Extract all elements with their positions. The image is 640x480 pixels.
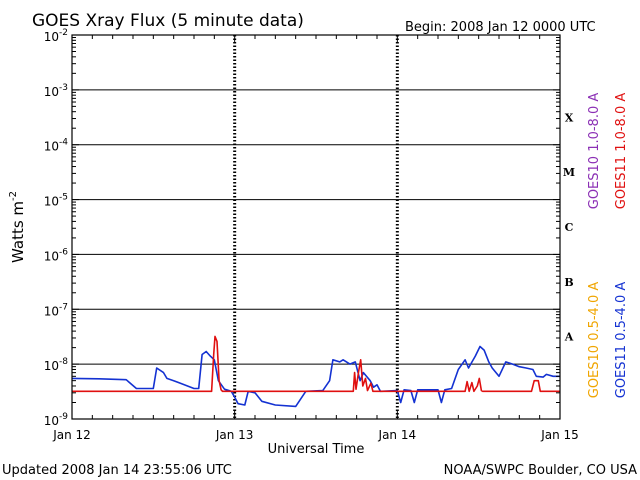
flare-class-c: C: [565, 221, 574, 234]
y-tick-label: 10-3: [44, 83, 68, 99]
chart-title: GOES Xray Flux (5 minute data): [32, 11, 304, 31]
y-tick-label: 10-2: [44, 28, 68, 44]
x-axis-label: Universal Time: [268, 442, 365, 457]
series-goes11-1-0-8-0-a: [72, 335, 560, 393]
y-tick-label: 10-8: [44, 357, 69, 373]
flare-class-b: B: [564, 276, 573, 289]
begin-label: Begin: 2008 Jan 12 0000 UTC: [405, 20, 596, 35]
y-tick-base: 10: [44, 195, 59, 209]
flux-series: [71, 335, 560, 408]
legend-entry: GOES10 1.0-8.0 A: [587, 93, 602, 210]
y-tick-label: 10-5: [44, 193, 68, 209]
y-tick-exponent: -7: [59, 302, 68, 312]
y-tick-base: 10: [44, 30, 59, 44]
y-axis-label: Watts m-2: [8, 191, 27, 263]
x-tick-label: Jan 14: [378, 428, 417, 442]
y-tick-exponent: -4: [59, 138, 68, 148]
y-tick-exponent: -8: [59, 357, 68, 367]
flare-class-a: A: [564, 331, 574, 344]
y-tick-base: 10: [44, 85, 59, 99]
y-axis-ticks: 10-210-310-410-510-610-710-810-9: [44, 28, 560, 428]
x-tick-label: Jan 15: [540, 428, 579, 442]
y-tick-base: 10: [44, 140, 59, 154]
y-tick-exponent: -3: [59, 83, 68, 93]
legend-entry: GOES10 0.5-4.0 A: [587, 282, 602, 399]
x-tick-label: Jan 12: [52, 428, 91, 442]
series-goes11-0-5-4-0-a: [71, 345, 560, 408]
x-tick-label: Jan 13: [215, 428, 254, 442]
y-axis-label-exponent: -2: [8, 191, 19, 201]
y-tick-exponent: -6: [59, 247, 68, 257]
y-axis-label-base: Watts m: [9, 201, 27, 263]
y-tick-exponent: -5: [59, 193, 68, 203]
y-tick-base: 10: [44, 414, 59, 428]
legend-entry: GOES11 1.0-8.0 A: [614, 93, 629, 210]
plot-grid: [72, 89, 560, 365]
y-tick-label: 10-7: [44, 302, 68, 318]
flare-class-x: X: [565, 111, 574, 124]
y-tick-base: 10: [44, 359, 59, 373]
y-tick-label: 10-4: [44, 138, 69, 154]
y-tick-label: 10-6: [44, 247, 69, 263]
day-gridlines: [233, 35, 399, 419]
y-tick-base: 10: [44, 304, 59, 318]
source-label: NOAA/SWPC Boulder, CO USA: [444, 463, 637, 478]
y-tick-label: 10-9: [44, 412, 69, 428]
plot-frame: [71, 34, 561, 420]
flare-class-m: M: [563, 166, 575, 179]
updated-label: Updated 2008 Jan 14 23:55:06 UTC: [2, 463, 232, 478]
legend-entry: GOES11 0.5-4.0 A: [614, 282, 629, 399]
x-axis-ticks: Jan 12 Jan 13 Jan 14 Jan 15: [52, 35, 579, 442]
y-tick-exponent: -9: [59, 412, 68, 422]
flare-class-labels: X M C B A: [563, 111, 575, 343]
y-tick-exponent: -2: [59, 28, 68, 38]
y-tick-base: 10: [44, 249, 59, 263]
legend: GOES10 1.0-8.0 A GOES11 1.0-8.0 A GOES10 0…: [587, 93, 629, 399]
